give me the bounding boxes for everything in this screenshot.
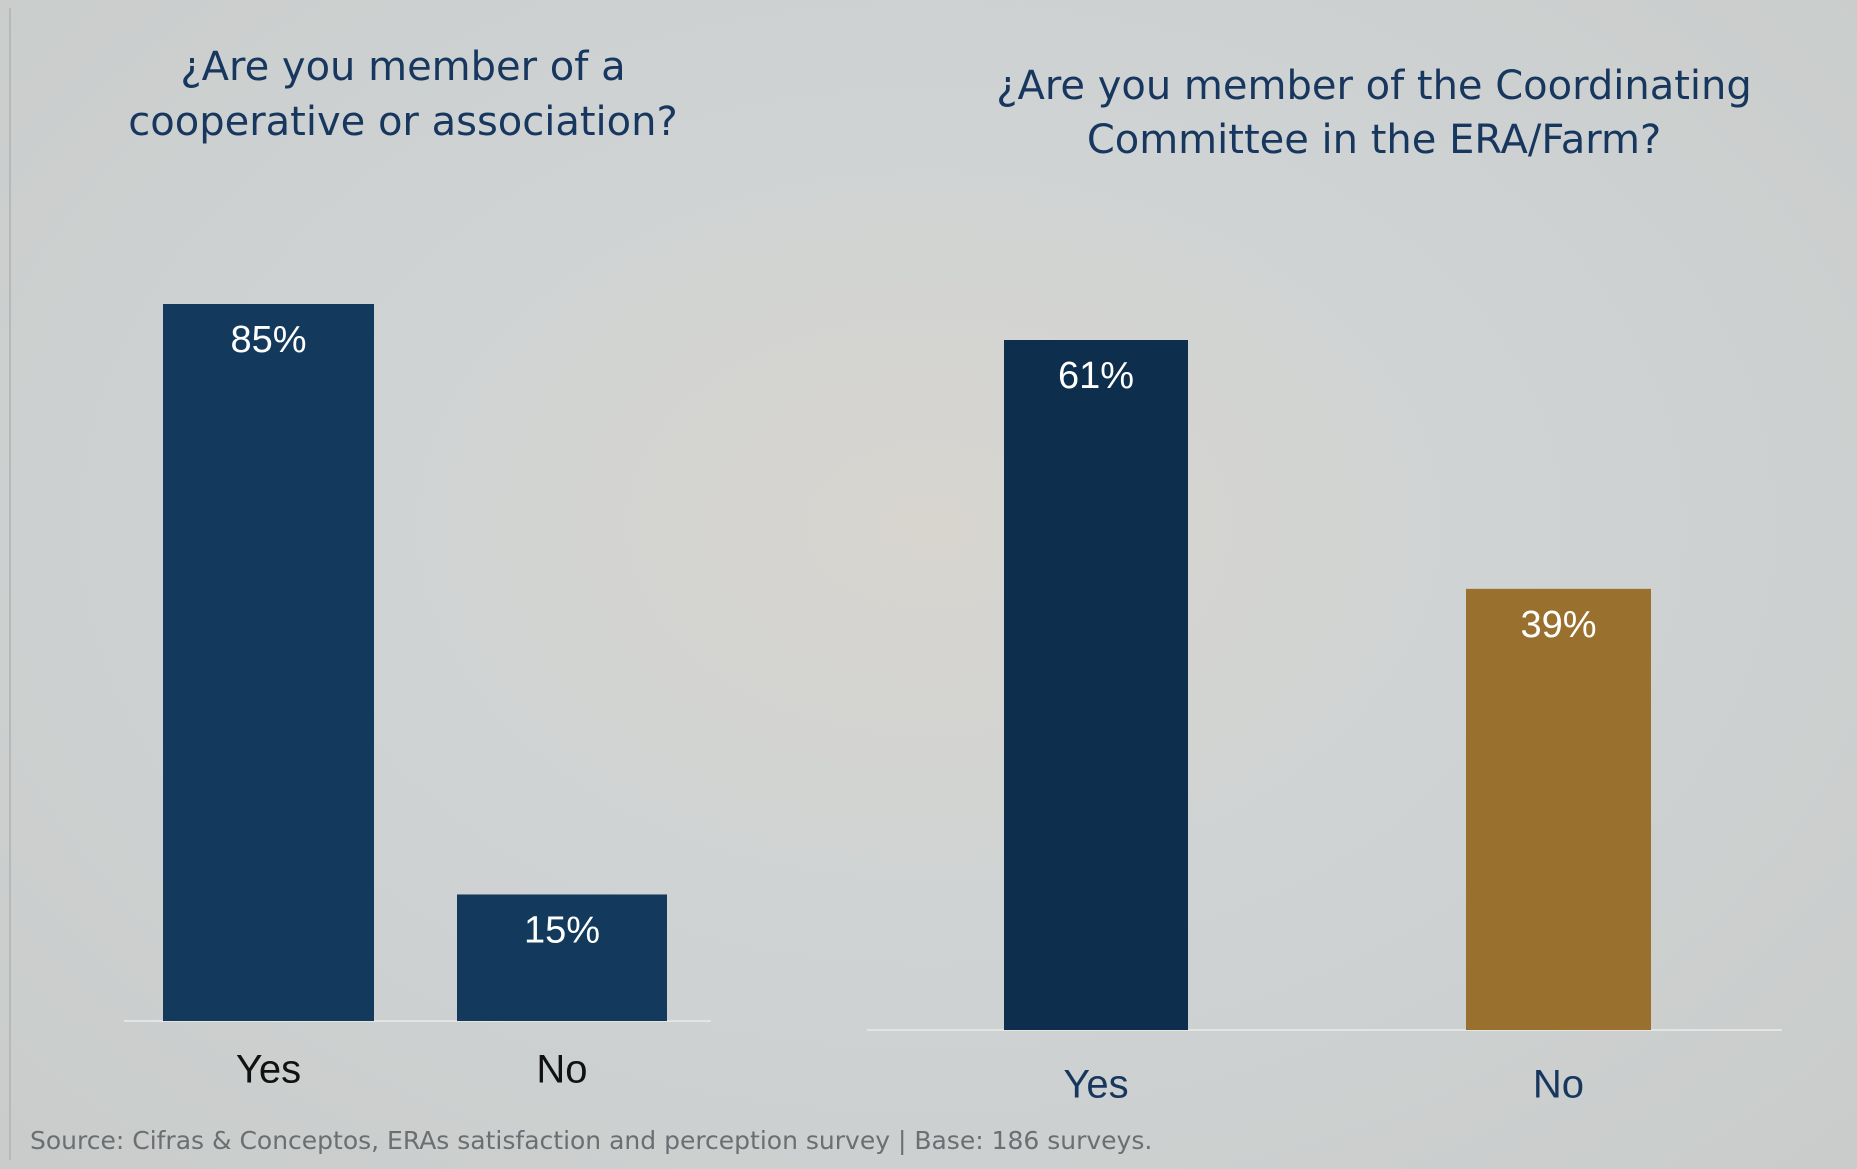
x-tick-label: Yes xyxy=(236,1048,301,1092)
bar xyxy=(1466,588,1651,1030)
bar xyxy=(163,304,374,1021)
value-label: 15% xyxy=(524,910,600,952)
chart-title: ¿Are you member of a xyxy=(180,44,625,90)
value-label: 85% xyxy=(230,319,306,361)
value-label: 39% xyxy=(1520,604,1596,646)
chart-title: ¿Are you member of the Coordinating xyxy=(996,63,1752,109)
chart-title: Committee in the ERA/Farm? xyxy=(1087,117,1661,163)
x-tick-label: No xyxy=(1533,1063,1584,1107)
source-note: Source: Cifras & Conceptos, ERAs satisfa… xyxy=(30,1126,1152,1155)
value-label: 61% xyxy=(1058,355,1134,397)
x-tick-label: No xyxy=(536,1048,587,1092)
chart-title: cooperative or association? xyxy=(128,99,677,145)
bar xyxy=(1004,340,1188,1030)
x-tick-label: Yes xyxy=(1063,1063,1128,1107)
bar xyxy=(457,894,667,1021)
